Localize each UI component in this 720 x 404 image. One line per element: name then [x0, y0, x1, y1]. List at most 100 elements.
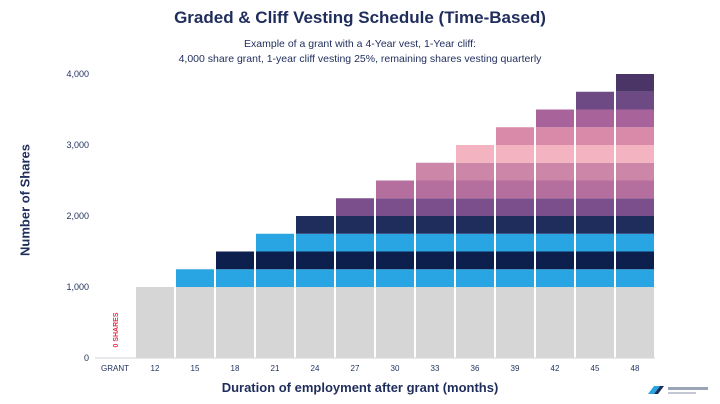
bar-vesting-segment — [296, 233, 334, 252]
bar-vesting-segment — [616, 180, 654, 199]
bar-cliff-segment — [576, 287, 614, 358]
x-tick-label: 21 — [271, 364, 280, 373]
bar-vesting-segment — [576, 127, 614, 145]
bar-vesting-segment — [456, 162, 494, 181]
bar-vesting-segment — [456, 233, 494, 252]
bar-vesting-segment — [496, 251, 534, 270]
bar-vesting-segment — [616, 145, 654, 163]
x-tick-label: 45 — [591, 364, 600, 373]
bar-vesting-segment — [576, 216, 614, 234]
x-tick-label: 33 — [431, 364, 440, 373]
y-tick-label: 3,000 — [66, 140, 89, 150]
bar-vesting-segment — [456, 216, 494, 234]
bar-vesting-segment — [496, 127, 534, 145]
bar-vesting-segment — [576, 251, 614, 270]
bar-vesting-segment — [456, 180, 494, 199]
bar-cliff-segment — [416, 287, 454, 358]
bar-vesting-segment — [296, 216, 334, 234]
bar-cliff-segment — [336, 287, 374, 358]
bar-vesting-segment — [616, 127, 654, 145]
bar-vesting-segment — [296, 251, 334, 270]
bar-vesting-segment — [616, 233, 654, 252]
bar-vesting-segment — [416, 251, 454, 270]
x-tick-label: 12 — [151, 364, 160, 373]
x-tick-label: 36 — [471, 364, 480, 373]
bar-vesting-segment — [496, 162, 534, 181]
bar-vesting-segment — [616, 251, 654, 270]
bar-vesting-segment — [256, 269, 294, 287]
zero-shares-annotation: 0 SHARES — [113, 312, 120, 347]
x-axis-label: Duration of employment after grant (mont… — [221, 380, 499, 395]
bar-vesting-segment — [256, 233, 294, 252]
bar-vesting-segment — [496, 198, 534, 216]
y-tick-label: 0 — [84, 353, 89, 363]
bar-vesting-segment — [616, 109, 654, 128]
bar-vesting-segment — [496, 145, 534, 163]
bar-vesting-segment — [456, 251, 494, 270]
bar-cliff-segment — [136, 287, 174, 358]
bar-cliff-segment — [176, 287, 214, 358]
bar-vesting-segment — [536, 269, 574, 287]
bar-cliff-segment — [536, 287, 574, 358]
x-tick-label: GRANT — [101, 364, 129, 373]
bar-vesting-segment — [336, 251, 374, 270]
bar-vesting-segment — [616, 198, 654, 216]
bar-cliff-segment — [376, 287, 414, 358]
bar-vesting-segment — [496, 180, 534, 199]
bar-vesting-segment — [416, 216, 454, 234]
bar-vesting-segment — [416, 180, 454, 199]
bar-vesting-segment — [256, 251, 294, 270]
bar-vesting-segment — [616, 216, 654, 234]
bar-vesting-segment — [216, 251, 254, 270]
bar-vesting-segment — [536, 216, 574, 234]
bar-vesting-segment — [376, 269, 414, 287]
bar-cliff-segment — [456, 287, 494, 358]
y-tick-label: 4,000 — [66, 69, 89, 79]
bar-vesting-segment — [576, 233, 614, 252]
bar-vesting-segment — [536, 162, 574, 181]
y-tick-label: 1,000 — [66, 282, 89, 292]
bar-vesting-segment — [536, 145, 574, 163]
bar-vesting-segment — [616, 74, 654, 92]
bar-vesting-segment — [536, 251, 574, 270]
bar-vesting-segment — [616, 91, 654, 110]
bar-vesting-segment — [416, 269, 454, 287]
bar-vesting-segment — [576, 91, 614, 110]
bar-vesting-segment — [536, 109, 574, 128]
brand-logo — [648, 386, 708, 394]
bar-cliff-segment — [256, 287, 294, 358]
x-tick-label: 42 — [551, 364, 560, 373]
bar-vesting-segment — [536, 198, 574, 216]
y-tick-label: 2,000 — [66, 211, 89, 221]
bar-vesting-segment — [496, 233, 534, 252]
bar-vesting-segment — [456, 145, 494, 163]
bar-cliff-segment — [616, 287, 654, 358]
x-tick-label: 39 — [511, 364, 520, 373]
bar-vesting-segment — [496, 269, 534, 287]
bar-vesting-segment — [376, 233, 414, 252]
bar-vesting-segment — [576, 269, 614, 287]
bar-vesting-segment — [336, 198, 374, 216]
x-tick-label: 18 — [231, 364, 240, 373]
bar-vesting-segment — [376, 198, 414, 216]
bar-vesting-segment — [536, 233, 574, 252]
x-tick-label: 48 — [631, 364, 640, 373]
bar-vesting-segment — [176, 269, 214, 287]
bar-vesting-segment — [296, 269, 334, 287]
x-tick-label: 27 — [351, 364, 360, 373]
bar-vesting-segment — [416, 198, 454, 216]
bar-vesting-segment — [376, 180, 414, 199]
bar-vesting-segment — [376, 251, 414, 270]
bar-vesting-segment — [376, 216, 414, 234]
bar-vesting-segment — [416, 233, 454, 252]
bar-vesting-segment — [496, 216, 534, 234]
bar-vesting-segment — [416, 162, 454, 181]
bar-vesting-segment — [456, 269, 494, 287]
x-tick-label: 30 — [391, 364, 400, 373]
bar-vesting-segment — [576, 198, 614, 216]
bar-cliff-segment — [496, 287, 534, 358]
bar-vesting-segment — [576, 145, 614, 163]
chart-subtitle-line-2: 4,000 share grant, 1-year cliff vesting … — [178, 53, 542, 65]
bar-vesting-segment — [576, 109, 614, 128]
